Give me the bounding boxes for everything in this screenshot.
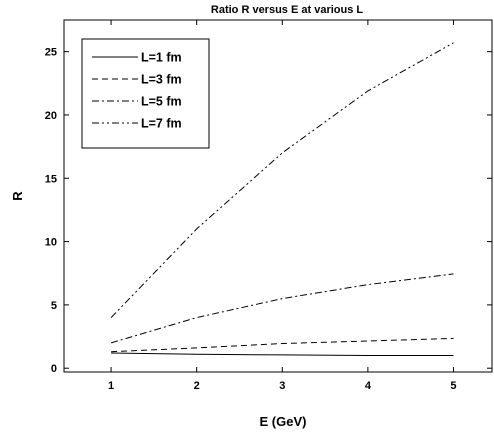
legend-label-3: L=5 fm [141,95,182,109]
legend-label-1: L=1 fm [141,51,182,65]
x-tick-label: 5 [450,380,456,392]
legend-box [81,38,210,149]
legend: L=1 fm L=3 fm L=5 fm L=7 fm [81,38,210,149]
y-axis: 0 5 10 15 20 25 [45,47,492,375]
y-tick-label: 5 [51,300,57,312]
x-tick-label: 1 [108,380,114,392]
series-line-1 [111,352,454,356]
x-tick-label: 4 [365,380,372,392]
y-tick-label: 15 [45,173,57,185]
series-line-3 [110,273,454,344]
x-tick-label: 2 [194,380,200,392]
y-tick-label: 20 [45,110,57,122]
series-lines [110,42,454,356]
series-line-2 [111,337,454,353]
x-axis: 1 2 3 4 5 [108,20,457,392]
y-tick-label: 10 [45,237,57,249]
plot-frame [63,19,493,373]
plot-area: 1 2 3 4 5 0 5 10 15 20 25 [45,19,493,392]
series-line-4 [110,42,454,318]
y-axis-label: R [10,191,25,201]
y-tick-label: 25 [45,47,57,59]
x-tick-label: 3 [279,380,285,392]
chart-title: Ratio R versus E at various L [211,4,363,16]
legend-label-4: L=7 fm [141,117,182,131]
legend-label-2: L=3 fm [141,73,182,87]
x-axis-label: E (GeV) [260,414,307,429]
y-tick-label: 0 [51,363,57,375]
